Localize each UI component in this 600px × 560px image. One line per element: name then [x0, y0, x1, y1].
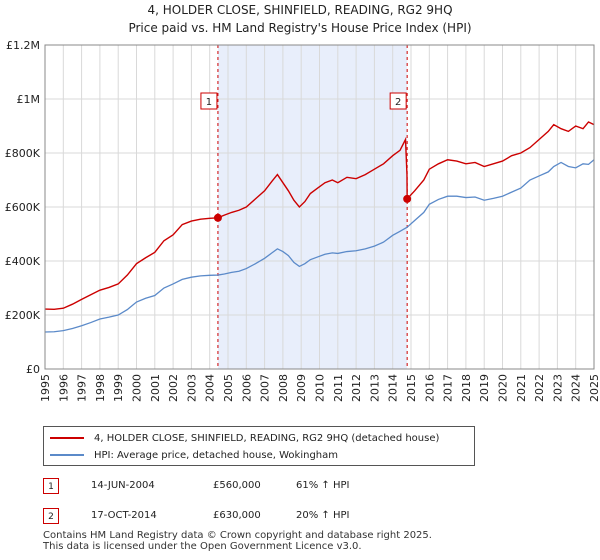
x-tick-label: 2017 [442, 374, 455, 402]
legend-swatch-price-paid [50, 437, 84, 439]
hpi-series-line [44, 159, 595, 333]
x-tick-label: 2013 [368, 374, 381, 402]
x-tick-label: 2004 [204, 374, 217, 402]
x-tick-label: 2003 [185, 374, 198, 402]
x-tick-label: 2002 [167, 374, 180, 402]
footer: Contains HM Land Registry data © Crown c… [43, 530, 432, 552]
price-chart: £0£200K£400K£600K£800K£1M£1.2M 1995 1996 1… [5, 39, 600, 402]
x-tick-label: 2016 [423, 374, 436, 402]
sale-price: £560,000 [213, 480, 261, 491]
x-axis-tick-labels: 1995 1996 1997 1998 1999 2000 2001 2002 2003 2004… [39, 374, 600, 402]
x-tick-label: 2001 [149, 374, 162, 402]
y-tick-label: £400K [5, 255, 41, 268]
x-tick-label: 2005 [222, 374, 235, 402]
sale-points [213, 194, 412, 222]
x-tick-label: 2008 [277, 374, 290, 402]
sale-point [213, 213, 222, 222]
x-tick-label: 2018 [460, 374, 473, 402]
y-tick-label: £1M [17, 93, 41, 106]
sale-point [403, 194, 412, 203]
chart-title-line1: 4, HOLDER CLOSE, SHINFIELD, READING, RG2… [147, 3, 453, 17]
y-tick-label: £200K [5, 309, 41, 322]
x-tick-label: 2019 [478, 374, 491, 402]
sale-hpi-change: 20% ↑ HPI [296, 510, 350, 521]
x-tick-label: 1995 [39, 374, 52, 402]
x-tick-label: 2009 [295, 374, 308, 402]
y-tick-label: £600K [5, 201, 41, 214]
y-tick-label: £800K [5, 147, 41, 160]
y-axis-tick-labels: £0 £200K £400K £600K £800K £1M £1.2M [5, 39, 41, 376]
x-tick-label: 2020 [497, 374, 510, 402]
chart-title-line2: Price paid vs. HM Land Registry's House … [128, 21, 472, 35]
x-tick-label: 2006 [240, 374, 253, 402]
sale-marker-number: 2 [395, 97, 401, 108]
x-tick-label: 1998 [94, 374, 107, 402]
sale-marker-box [200, 92, 218, 110]
legend: 4, HOLDER CLOSE, SHINFIELD, READING, RG2… [43, 426, 475, 466]
legend-label-price-paid: 4, HOLDER CLOSE, SHINFIELD, READING, RG2… [94, 432, 440, 444]
legend-label-hpi: HPI: Average price, detached house, Woki… [94, 449, 338, 461]
x-tick-label: 2010 [314, 374, 327, 402]
footer-copyright: Contains HM Land Registry data © Crown c… [43, 530, 432, 541]
x-tick-label: 2000 [131, 374, 144, 402]
sale-row: 1 14-JUN-2004 £560,000 61% ↑ HPI [43, 478, 563, 498]
x-tick-label: 2007 [259, 374, 272, 402]
legend-item-hpi: HPI: Average price, detached house, Woki… [50, 447, 338, 463]
sale-number-badge: 1 [43, 478, 59, 494]
x-tick-label: 2021 [515, 374, 528, 402]
price-paid-series-line [44, 121, 595, 311]
plot-border [44, 44, 595, 370]
x-tick-label: 2015 [405, 374, 418, 402]
sale-marker-label: 2 [389, 92, 407, 110]
x-tick-label: 2022 [533, 374, 546, 402]
sale-price: £630,000 [213, 510, 261, 521]
sale-date: 17-OCT-2014 [91, 510, 157, 521]
x-tick-label: 2012 [350, 374, 363, 402]
x-tick-label: 2023 [551, 374, 564, 402]
x-tick-label: 1996 [57, 374, 70, 402]
x-tick-label: 1997 [76, 374, 89, 402]
sale-marker-label: 1 [200, 92, 218, 110]
sale-number-badge: 2 [43, 508, 59, 524]
x-tick-label: 1999 [112, 374, 125, 402]
sale-marker-box [389, 92, 407, 110]
sale-row: 2 17-OCT-2014 £630,000 20% ↑ HPI [43, 508, 563, 528]
x-tick-label: 2014 [387, 374, 400, 402]
x-tick-label: 2025 [588, 374, 600, 402]
legend-item-price-paid: 4, HOLDER CLOSE, SHINFIELD, READING, RG2… [50, 430, 439, 446]
x-tick-label: 2011 [332, 374, 345, 402]
sale-date-lines [217, 45, 408, 369]
sale-marker-number: 1 [206, 97, 212, 108]
legend-swatch-hpi [50, 454, 84, 456]
y-tick-label: £0 [26, 363, 40, 376]
y-tick-label: £1.2M [6, 39, 40, 52]
sale-hpi-change: 61% ↑ HPI [296, 480, 350, 491]
x-tick-label: 2024 [570, 374, 583, 402]
footer-licence: This data is licensed under the Open Gov… [43, 541, 362, 552]
sale-date: 14-JUN-2004 [91, 480, 155, 491]
